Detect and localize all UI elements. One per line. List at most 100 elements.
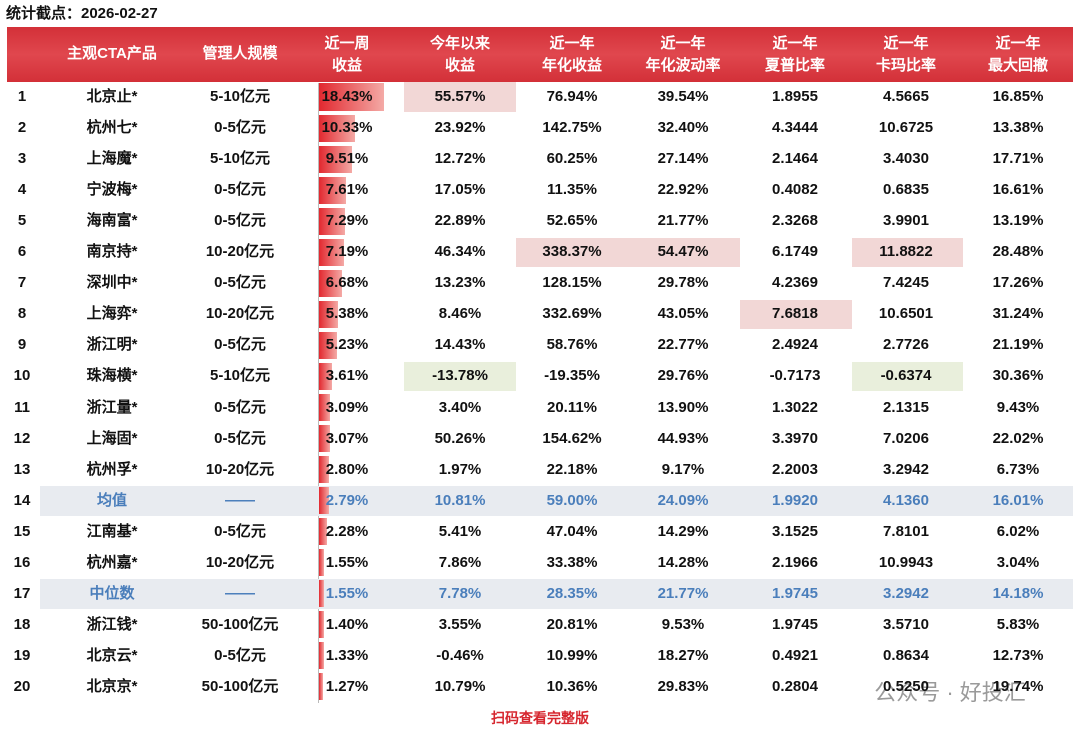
- rank: 1: [17, 88, 27, 105]
- cell: 0-5亿元: [214, 274, 266, 292]
- cell: 7.0206: [883, 429, 929, 447]
- cell: 76.94%: [546, 88, 598, 105]
- cell: 16.85%: [992, 88, 1044, 105]
- weekly-bar: [319, 176, 346, 204]
- cell: 28.48%: [992, 243, 1044, 261]
- cell: 5.41%: [438, 522, 482, 540]
- cell: 22.92%: [657, 181, 709, 199]
- column-header: 年化波动率: [645, 57, 721, 74]
- cell: 杭州七*: [86, 119, 138, 137]
- date-label: 统计截点：2026-02-27: [6, 5, 158, 22]
- column-header: 今年以来: [429, 35, 491, 52]
- cell: 13.90%: [657, 398, 709, 416]
- highlight-cell: [628, 237, 740, 267]
- cell: 32.40%: [657, 119, 709, 137]
- cell: 上海魔*: [86, 150, 138, 168]
- cell: -0.6374: [880, 367, 932, 385]
- watermark: 公众号 · 好投汇: [874, 680, 1026, 705]
- rank: 3: [17, 150, 27, 168]
- rank: 9: [17, 336, 27, 354]
- cell: 10-20亿元: [205, 553, 275, 571]
- cell: 18.43%: [321, 88, 373, 105]
- cell: 0-5亿元: [214, 429, 266, 447]
- cell: 4.2369: [772, 274, 818, 292]
- cell: 9.51%: [325, 150, 369, 168]
- cell: 中位数: [89, 584, 135, 602]
- cell: 南京持*: [86, 243, 138, 261]
- cell: 6.1749: [772, 243, 818, 261]
- cell: 28.35%: [546, 584, 598, 602]
- cell: 22.89%: [434, 212, 486, 230]
- weekly-bar: [319, 393, 330, 422]
- weekly-bar: [319, 580, 325, 608]
- cell: 5.23%: [325, 336, 369, 354]
- cell: 17.05%: [434, 181, 486, 199]
- cell: 2.2003: [772, 460, 818, 478]
- rank: 14: [13, 491, 31, 509]
- cell: 39.54%: [657, 88, 709, 105]
- cell: 6.73%: [996, 460, 1040, 478]
- cell: 10.79%: [434, 677, 486, 695]
- rank: 16: [13, 553, 31, 571]
- cell: 10.99%: [546, 646, 598, 664]
- cell: 北京京*: [86, 677, 138, 695]
- cell: 2.80%: [325, 460, 369, 478]
- cell: 0-5亿元: [214, 522, 266, 540]
- cell: 浙江明*: [86, 336, 138, 354]
- cell: 54.47%: [657, 243, 709, 261]
- weekly-bar: [319, 207, 345, 235]
- cell: 江南基*: [86, 522, 138, 540]
- column-header: 近一周: [324, 35, 370, 52]
- cell: 3.1525: [772, 522, 818, 540]
- cell: 9.43%: [996, 398, 1040, 416]
- cell: 19.74%: [992, 677, 1044, 695]
- cell: 21.77%: [657, 584, 709, 602]
- cell: 杭州嘉*: [86, 553, 138, 571]
- cell: 20.11%: [546, 398, 598, 416]
- cell: 43.05%: [657, 305, 709, 323]
- cell: 3.2942: [883, 584, 929, 602]
- cell: 3.61%: [325, 367, 369, 385]
- cell: 22.02%: [992, 429, 1044, 447]
- divider: [318, 83, 319, 703]
- weekly-bar: [319, 611, 324, 639]
- cell: 154.62%: [542, 429, 602, 447]
- cell: 7.78%: [438, 584, 482, 602]
- cell: 1.9920: [772, 491, 818, 509]
- cell: 5.83%: [996, 615, 1040, 633]
- highlight-cell: [740, 299, 852, 329]
- cell: 3.04%: [996, 553, 1040, 571]
- cell: 3.2942: [883, 460, 929, 478]
- cell: -13.78%: [432, 367, 488, 385]
- cell: 20.81%: [546, 615, 598, 633]
- cell: 0.2804: [772, 677, 818, 695]
- cell: 北京云*: [86, 646, 138, 664]
- cell: 浙江钱*: [86, 615, 138, 633]
- cell: 1.97%: [438, 460, 482, 478]
- cell: 47.04%: [546, 522, 598, 540]
- cell: 44.93%: [657, 429, 709, 447]
- cell: 13.19%: [992, 212, 1044, 230]
- cell: 1.9745: [772, 615, 818, 633]
- cell: 58.76%: [546, 336, 598, 354]
- cell: 1.33%: [325, 646, 369, 664]
- column-header: 近一年: [549, 35, 595, 52]
- rank: 13: [13, 460, 31, 478]
- footer-link[interactable]: 扫码查看完整版: [491, 710, 589, 726]
- cell: 17.71%: [992, 150, 1044, 168]
- cell: 5-10亿元: [209, 367, 271, 385]
- rank: 6: [17, 243, 27, 261]
- cell: 12.72%: [434, 150, 486, 168]
- highlight-cell: [516, 237, 628, 267]
- cell: 2.1464: [772, 150, 818, 168]
- weekly-bar: [319, 487, 329, 515]
- cell: 7.29%: [325, 212, 369, 230]
- highlight-cell: [852, 237, 963, 267]
- cell: 14.28%: [657, 553, 709, 571]
- highlight-cell: [404, 82, 516, 112]
- cell: 50-100亿元: [201, 677, 279, 695]
- cell: 21.19%: [992, 336, 1044, 354]
- cell: 1.40%: [325, 615, 369, 633]
- cell: 3.4030: [883, 150, 929, 168]
